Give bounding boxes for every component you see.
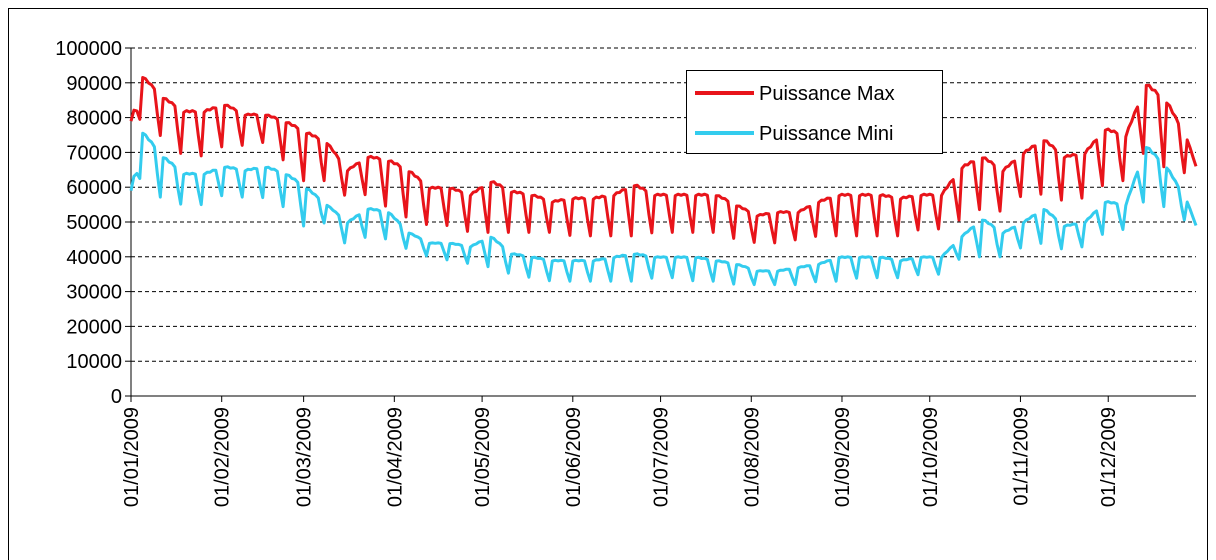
x-tick-label: 01/07/2009 bbox=[651, 407, 673, 507]
y-tick-label: 10000 bbox=[66, 351, 122, 373]
x-tick-label: 01/12/2009 bbox=[1098, 407, 1120, 507]
chart-border bbox=[8, 8, 1208, 560]
x-tick-label: 01/06/2009 bbox=[563, 407, 585, 507]
x-tick-label: 01/03/2009 bbox=[294, 407, 316, 507]
series-line-puissance-max bbox=[129, 76, 1198, 245]
y-tick-label: 60000 bbox=[66, 177, 122, 199]
y-axis-tick-labels: 0 10000 20000 30000 40000 50000 60000 70000 8000… bbox=[55, 38, 122, 408]
x-tick-label: 01/08/2009 bbox=[741, 407, 763, 507]
legend-label-puissance-max: Puissance Max bbox=[759, 83, 895, 105]
x-tick-label: 01/05/2009 bbox=[472, 407, 494, 507]
legend-label-puissance-mini: Puissance Mini bbox=[759, 123, 894, 145]
y-tick-label: 20000 bbox=[66, 316, 122, 338]
gridlines bbox=[131, 47, 1196, 362]
axes bbox=[125, 47, 1196, 402]
legend-box bbox=[686, 70, 943, 154]
y-tick-label: 50000 bbox=[66, 212, 122, 234]
y-tick-label: 0 bbox=[111, 386, 122, 408]
y-tick-label: 80000 bbox=[66, 108, 122, 130]
x-tick-label: 01/09/2009 bbox=[832, 407, 854, 507]
x-tick-label: 01/10/2009 bbox=[920, 407, 942, 507]
x-tick-label: 01/02/2009 bbox=[212, 407, 234, 507]
x-axis-tick-labels: 01/01/2009 01/02/2009 01/03/2009 01/04/2009… bbox=[121, 407, 1120, 507]
y-tick-label: 30000 bbox=[66, 282, 122, 304]
y-tick-label: 90000 bbox=[66, 73, 122, 95]
y-tick-label: 40000 bbox=[66, 247, 122, 269]
x-tick-label: 01/11/2009 bbox=[1010, 407, 1032, 506]
y-tick-label: 70000 bbox=[66, 142, 122, 164]
chart-legend: Puissance Max Puissance Mini bbox=[686, 70, 943, 154]
series-lines bbox=[129, 76, 1198, 287]
x-tick-label: 01/01/2009 bbox=[121, 407, 143, 507]
y-tick-label: 100000 bbox=[55, 38, 122, 60]
series-line-puissance-mini bbox=[129, 131, 1198, 287]
x-tick-label: 01/04/2009 bbox=[384, 407, 406, 507]
